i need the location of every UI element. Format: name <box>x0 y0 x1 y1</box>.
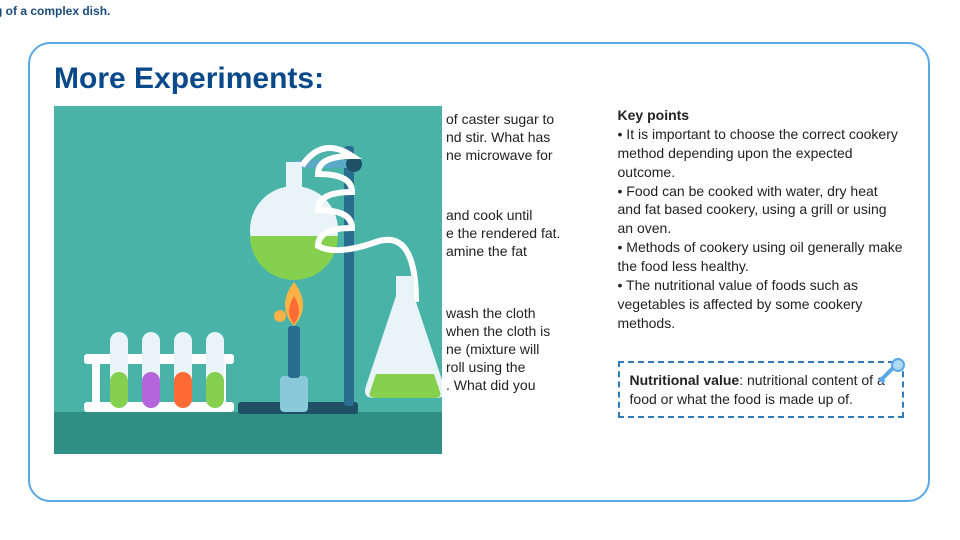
key-point-item: • Food can be cooked with water, dry hea… <box>618 182 904 239</box>
text-fragment: ne (mixture will <box>446 340 539 359</box>
definition-term: Nutritional value <box>630 372 740 388</box>
key-point-item: • It is important to choose the correct … <box>618 125 904 182</box>
text-fragment: e the rendered fat. <box>446 224 560 243</box>
key-point-item: • The nutritional value of foods such as… <box>618 276 904 333</box>
text-fragment: . What did you <box>446 376 536 395</box>
key-icon <box>876 357 906 387</box>
lab-svg <box>54 106 442 454</box>
left-column: of caster sugar tond stir. What hasne mi… <box>54 106 600 418</box>
content-card: More Experiments: <box>28 42 930 502</box>
section-title: More Experiments: <box>54 62 904 96</box>
text-fragment: ne microwave for <box>446 146 553 165</box>
content-row: of caster sugar tond stir. What hasne mi… <box>54 106 904 418</box>
text-fragment: of caster sugar to <box>446 110 554 129</box>
key-point-item: • Methods of cookery using oil generally… <box>618 238 904 276</box>
definition-box: Nutritional value: nutritional content o… <box>618 361 904 419</box>
right-column: Key points • It is important to choose t… <box>618 106 904 418</box>
key-points-heading: Key points <box>618 106 904 125</box>
text-fragment: when the cloth is <box>446 322 550 341</box>
text-fragment: nd stir. What has <box>446 128 550 147</box>
page-header-fragment: g of a complex dish. <box>0 4 110 18</box>
text-fragment: amine the fat <box>446 242 527 261</box>
text-fragment: wash the cloth <box>446 304 536 323</box>
key-points: Key points • It is important to choose t… <box>618 106 904 333</box>
text-fragment: roll using the <box>446 358 525 377</box>
experiment-illustration <box>54 106 442 454</box>
text-fragment: and cook until <box>446 206 532 225</box>
key-points-list: • It is important to choose the correct … <box>618 125 904 333</box>
